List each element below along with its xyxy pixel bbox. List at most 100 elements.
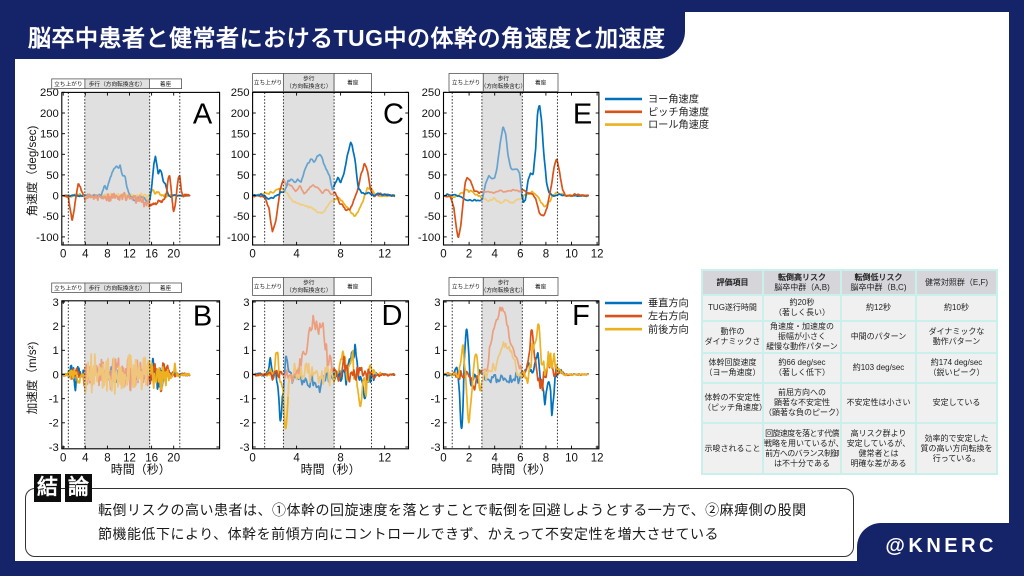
svg-text:250: 250 <box>40 87 59 99</box>
svg-text:50: 50 <box>428 170 441 182</box>
svg-text:D: D <box>382 300 403 332</box>
svg-text:ヨー角速度: ヨー角速度 <box>648 93 699 106</box>
svg-text:B: B <box>193 301 212 333</box>
svg-text:-100: -100 <box>418 232 441 244</box>
svg-text:12: 12 <box>378 452 391 464</box>
svg-text:立ち上がり: 立ち上がり <box>452 79 480 87</box>
svg-text:0: 0 <box>243 191 249 203</box>
svg-text:前後方向: 前後方向 <box>648 323 689 336</box>
svg-text:-2: -2 <box>240 418 250 430</box>
svg-text:12: 12 <box>123 249 136 261</box>
svg-text:-2: -2 <box>49 418 59 430</box>
svg-text:100: 100 <box>422 149 441 161</box>
svg-text:0: 0 <box>249 249 255 261</box>
svg-text:0: 0 <box>440 452 446 464</box>
svg-text:C: C <box>383 99 404 131</box>
svg-text:200: 200 <box>422 108 441 120</box>
svg-text:8: 8 <box>337 249 343 261</box>
svg-text:角速度（deg/sec): 角速度（deg/sec) <box>25 125 39 216</box>
svg-text:着座: 着座 <box>535 79 547 87</box>
svg-text:0: 0 <box>440 249 446 261</box>
svg-text:3: 3 <box>243 297 249 309</box>
svg-text:着座: 着座 <box>160 80 172 88</box>
svg-text:1: 1 <box>434 345 440 357</box>
svg-text:20: 20 <box>167 249 180 261</box>
svg-text:（方向転換含む）: （方向転換含む） <box>481 82 527 90</box>
svg-text:50: 50 <box>237 170 250 182</box>
svg-text:1: 1 <box>53 345 59 357</box>
svg-text:-3: -3 <box>240 442 250 454</box>
svg-text:垂直方向: 垂直方向 <box>648 297 689 310</box>
svg-text:2: 2 <box>243 321 249 333</box>
svg-text:50: 50 <box>46 170 59 182</box>
svg-text:4: 4 <box>491 452 498 464</box>
svg-text:2: 2 <box>53 321 59 333</box>
svg-text:12: 12 <box>123 452 136 464</box>
svg-text:4: 4 <box>82 452 89 464</box>
svg-text:2: 2 <box>434 321 440 333</box>
svg-text:3: 3 <box>434 297 440 309</box>
svg-text:-1: -1 <box>240 394 250 406</box>
svg-text:150: 150 <box>231 129 250 141</box>
svg-text:250: 250 <box>422 87 441 99</box>
svg-text:0: 0 <box>60 452 66 464</box>
svg-text:時間（秒）: 時間（秒） <box>491 462 551 476</box>
svg-text:-3: -3 <box>49 442 59 454</box>
svg-text:加速度（m/s²): 加速度（m/s²) <box>25 341 39 414</box>
svg-text:（方向転換含む）: （方向転換含む） <box>286 286 332 294</box>
svg-text:8: 8 <box>104 452 110 464</box>
svg-text:時間（秒）: 時間（秒） <box>301 462 361 476</box>
svg-text:4: 4 <box>293 249 300 261</box>
svg-text:-100: -100 <box>36 232 59 244</box>
svg-text:0: 0 <box>434 191 440 203</box>
svg-text:2: 2 <box>466 452 472 464</box>
svg-text:立ち上がり: 立ち上がり <box>54 80 82 88</box>
svg-text:ピッチ角速度: ピッチ角速度 <box>648 105 709 118</box>
svg-text:0: 0 <box>53 191 59 203</box>
svg-text:立ち上がり: 立ち上がり <box>54 284 82 292</box>
svg-text:6: 6 <box>517 249 523 261</box>
svg-text:3: 3 <box>53 297 59 309</box>
svg-text:4: 4 <box>82 249 89 261</box>
svg-text:6: 6 <box>517 452 523 464</box>
svg-text:200: 200 <box>231 108 250 120</box>
svg-text:-3: -3 <box>430 442 440 454</box>
svg-text:4: 4 <box>293 452 300 464</box>
svg-text:-50: -50 <box>424 211 440 223</box>
svg-text:10: 10 <box>565 249 578 261</box>
svg-text:F: F <box>572 300 590 332</box>
svg-text:20: 20 <box>167 452 180 464</box>
svg-text:-1: -1 <box>430 394 440 406</box>
svg-text:-50: -50 <box>42 211 58 223</box>
svg-text:150: 150 <box>40 129 59 141</box>
svg-text:-100: -100 <box>227 232 250 244</box>
svg-text:E: E <box>573 99 592 131</box>
svg-text:着座: 着座 <box>160 284 172 292</box>
svg-text:150: 150 <box>422 129 441 141</box>
svg-text:着座: 着座 <box>347 79 359 87</box>
svg-text:-50: -50 <box>233 211 249 223</box>
svg-text:16: 16 <box>145 249 158 261</box>
svg-text:8: 8 <box>543 249 549 261</box>
svg-text:8: 8 <box>104 249 110 261</box>
svg-text:歩行（方向転換含む）: 歩行（方向転換含む） <box>89 284 146 292</box>
svg-text:歩行: 歩行 <box>303 75 315 83</box>
svg-text:歩行: 歩行 <box>498 279 510 287</box>
svg-text:0: 0 <box>53 369 59 381</box>
svg-text:0: 0 <box>249 452 255 464</box>
svg-text:8: 8 <box>337 452 343 464</box>
svg-text:8: 8 <box>543 452 549 464</box>
svg-text:着座: 着座 <box>347 283 359 291</box>
svg-text:200: 200 <box>40 108 59 120</box>
svg-text:0: 0 <box>60 249 66 261</box>
svg-text:2: 2 <box>466 249 472 261</box>
svg-text:歩行: 歩行 <box>303 279 315 287</box>
svg-text:100: 100 <box>40 149 59 161</box>
svg-text:着座: 着座 <box>535 283 547 291</box>
svg-text:-2: -2 <box>430 418 440 430</box>
svg-text:A: A <box>193 99 213 131</box>
svg-text:時間（秒）: 時間（秒） <box>111 462 171 476</box>
svg-text:4: 4 <box>491 249 498 261</box>
svg-text:立ち上がり: 立ち上がり <box>254 79 282 87</box>
svg-text:0: 0 <box>434 369 440 381</box>
